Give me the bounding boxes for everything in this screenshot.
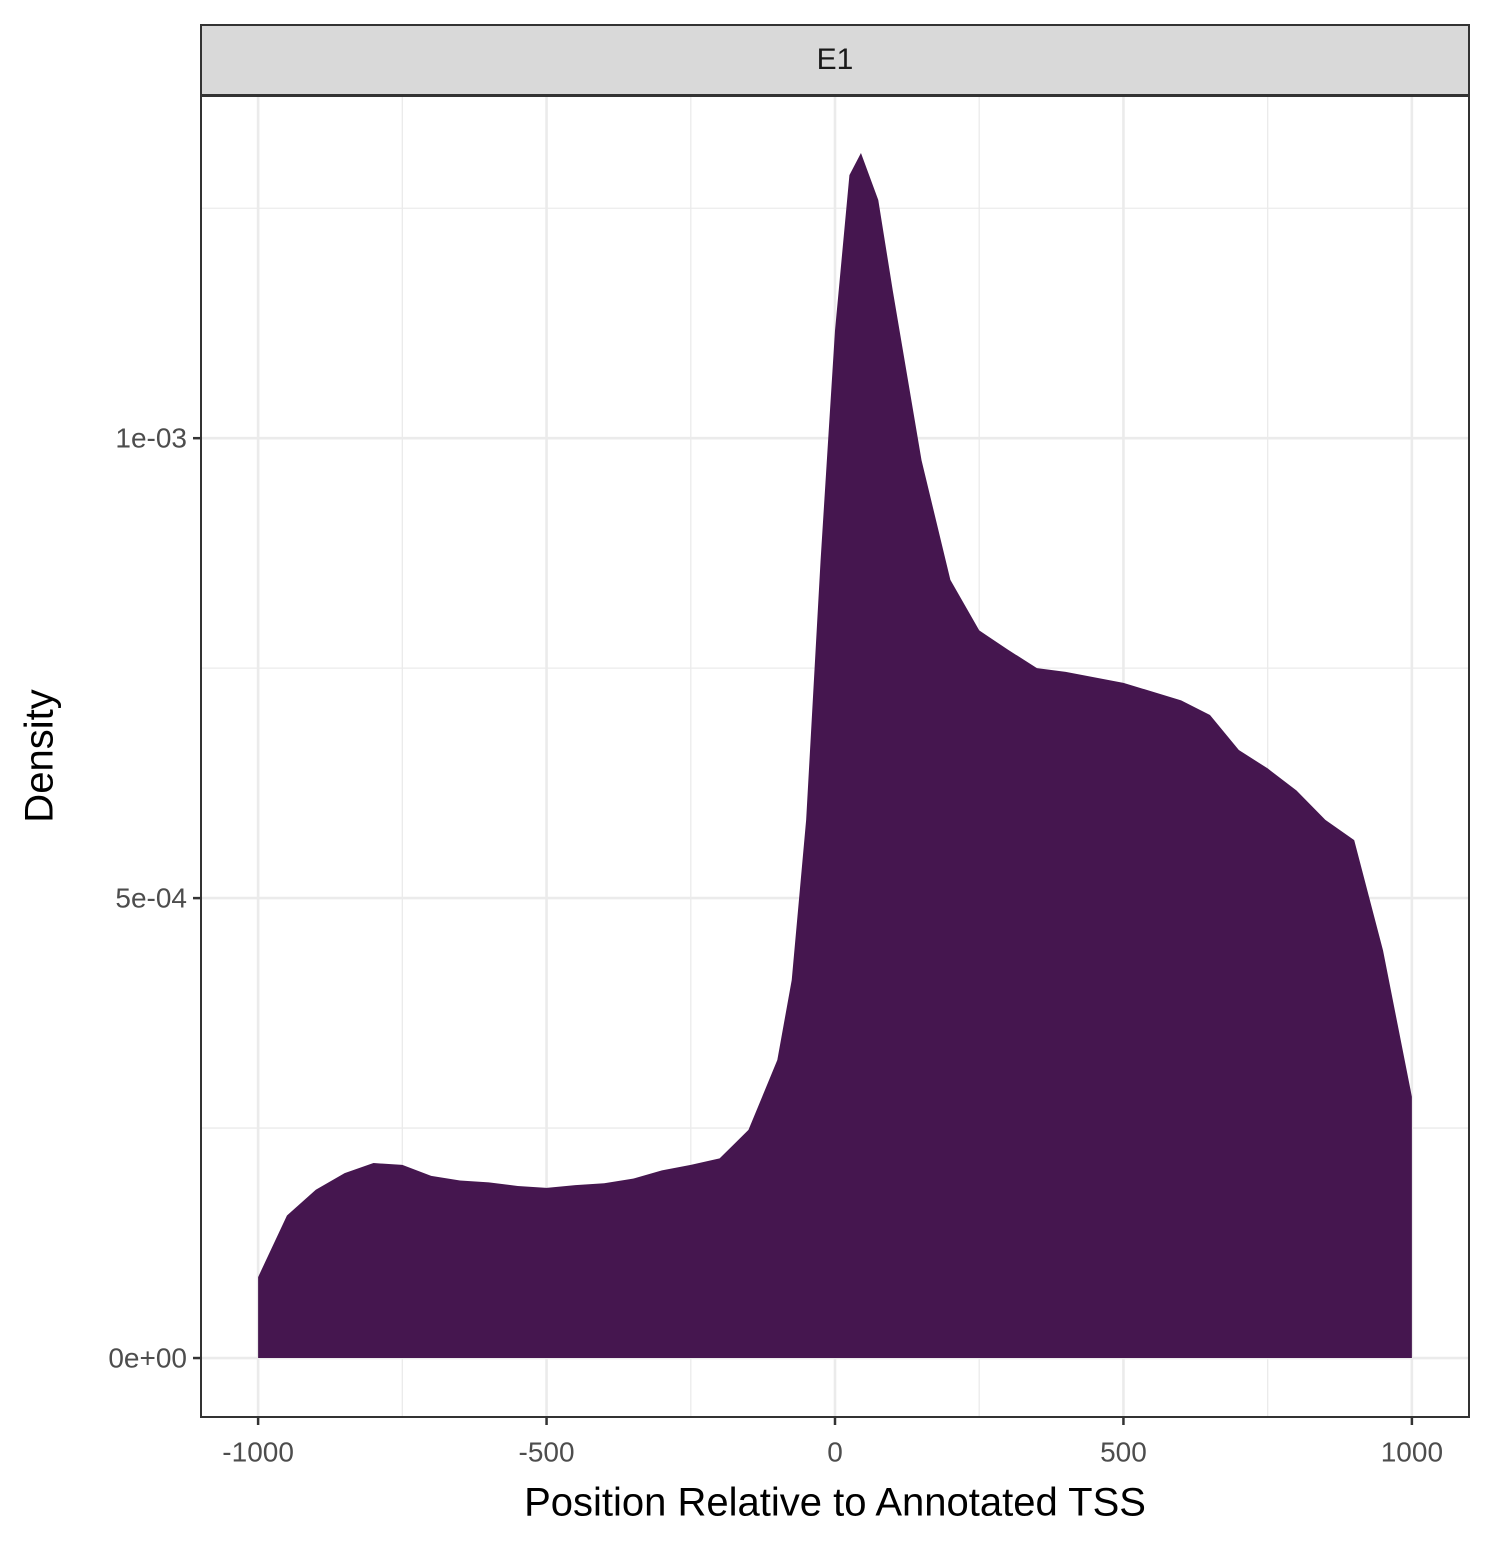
y-axis-title: Density bbox=[18, 689, 62, 822]
y-tick-label: 5e-04 bbox=[115, 883, 187, 914]
plot-area: -1000 -500 0 500 1000 0e+00 5e-04 1e-03 bbox=[108, 95, 1470, 1467]
y-tick-label: 1e-03 bbox=[115, 423, 187, 454]
x-tick-label: 500 bbox=[1100, 1436, 1147, 1467]
density-area bbox=[258, 153, 1412, 1359]
x-tick-label: 0 bbox=[827, 1436, 843, 1467]
x-tick-label: -500 bbox=[519, 1436, 575, 1467]
strip-label: E1 bbox=[817, 43, 854, 76]
x-tick-label: -1000 bbox=[222, 1436, 294, 1467]
y-tick-label: 0e+00 bbox=[108, 1342, 187, 1373]
x-axis-title: Position Relative to Annotated TSS bbox=[524, 1481, 1146, 1525]
x-tick-label: 1000 bbox=[1381, 1436, 1443, 1467]
facet-strip bbox=[200, 24, 1470, 96]
